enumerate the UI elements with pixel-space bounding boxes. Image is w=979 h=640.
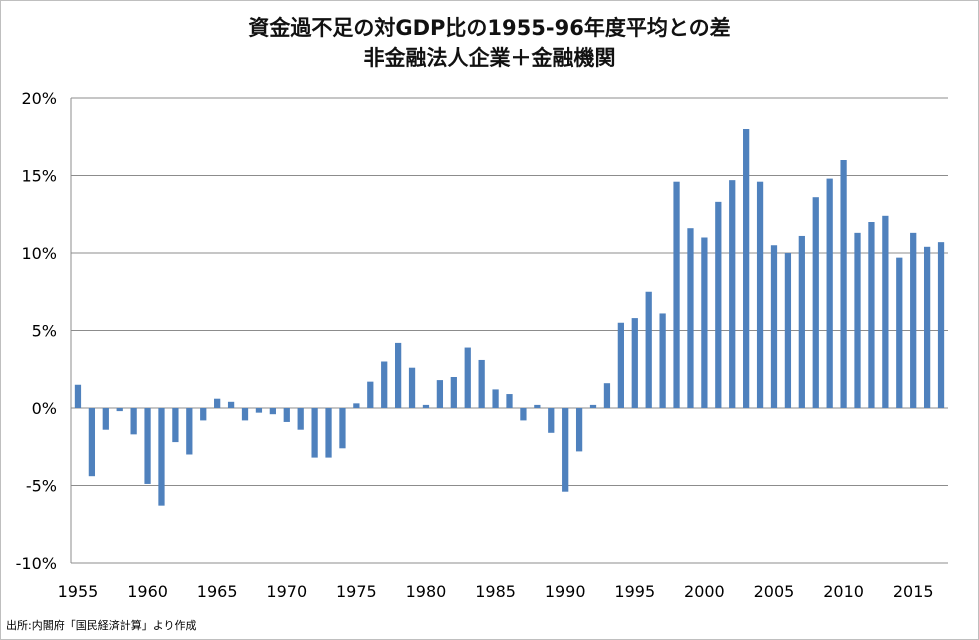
bar-1956 xyxy=(88,408,96,477)
bar-2010 xyxy=(840,160,847,408)
y-tick-label: 20% xyxy=(21,89,57,108)
bar-1996 xyxy=(645,291,652,408)
bars xyxy=(74,129,945,506)
bar-1957 xyxy=(102,408,109,430)
bar-1970 xyxy=(283,408,290,422)
bar-2016 xyxy=(923,246,931,408)
bar-2011 xyxy=(854,232,861,408)
bar-1981 xyxy=(436,380,444,408)
bar-2014 xyxy=(896,257,903,408)
bar-2002 xyxy=(729,180,736,408)
y-tick-label: 10% xyxy=(21,244,57,263)
y-tick-label: 0% xyxy=(32,399,57,418)
bar-1991 xyxy=(575,408,583,452)
bar-2004 xyxy=(756,181,764,408)
bar-1975 xyxy=(353,403,360,408)
bar-1998 xyxy=(673,181,680,408)
bar-1955 xyxy=(74,384,82,408)
bar-1987 xyxy=(520,408,527,421)
chart-subtitle: 非金融法人企業＋金融機関 xyxy=(363,46,616,70)
x-axis-ticks: 1955 1960 1965 1970 1975 1980 1985 1990 1995 2000… xyxy=(58,582,934,601)
bar-1989 xyxy=(548,408,555,433)
y-tick-label: -5% xyxy=(26,477,57,496)
bar-2007 xyxy=(798,235,805,408)
x-tick-label: 1975 xyxy=(336,582,377,601)
bar-1963 xyxy=(186,408,193,455)
y-tick-label: 15% xyxy=(21,167,57,186)
x-tick-label: 1970 xyxy=(266,582,307,601)
bar-1960 xyxy=(144,408,151,484)
x-tick-label: 2000 xyxy=(684,582,725,601)
bar-1995 xyxy=(631,318,638,408)
bar-1997 xyxy=(659,313,666,408)
bar-1958 xyxy=(116,408,123,412)
y-tick-label: 5% xyxy=(32,322,57,341)
bar-1976 xyxy=(367,381,374,408)
bar-2012 xyxy=(868,222,875,408)
bar-1978 xyxy=(395,342,402,408)
bar-2017 xyxy=(937,242,945,408)
bar-1971 xyxy=(297,408,304,430)
x-tick-label: 1985 xyxy=(475,582,516,601)
bar-1972 xyxy=(311,408,318,458)
bar-1985 xyxy=(492,389,499,408)
bar-1983 xyxy=(464,347,471,408)
x-tick-label: 1955 xyxy=(58,582,99,601)
bar-2001 xyxy=(715,201,722,408)
bar-2005 xyxy=(770,245,778,408)
bar-1968 xyxy=(255,408,263,413)
bar-1962 xyxy=(172,408,179,443)
bar-1961 xyxy=(158,408,165,506)
bar-1959 xyxy=(130,408,137,435)
x-tick-label: 2005 xyxy=(754,582,795,601)
x-tick-label: 1960 xyxy=(127,582,168,601)
bar-1964 xyxy=(200,408,207,421)
bar-2015 xyxy=(910,232,917,408)
source-note: 出所:内閣府「国民経済計算」より作成 xyxy=(6,619,197,632)
x-tick-label: 2015 xyxy=(893,582,934,601)
x-tick-label: 1990 xyxy=(545,582,586,601)
bar-2009 xyxy=(826,178,833,408)
bar-1969 xyxy=(269,408,276,415)
bar-1984 xyxy=(478,359,485,408)
bar-1967 xyxy=(241,408,249,421)
y-axis-ticks: 20% 15% 10% 5% 0% -5% -10% xyxy=(16,89,57,573)
bar-1966 xyxy=(227,401,235,408)
bar-1986 xyxy=(506,394,513,408)
bar-1982 xyxy=(450,377,457,408)
bar-1974 xyxy=(339,408,346,449)
y-tick-label: -10% xyxy=(16,554,57,573)
x-tick-label: 2010 xyxy=(823,582,864,601)
bar-1980 xyxy=(422,404,430,408)
x-tick-label: 1965 xyxy=(197,582,238,601)
bar-1992 xyxy=(589,404,597,408)
bar-1965 xyxy=(214,398,221,408)
bar-1977 xyxy=(381,361,388,408)
bar-1994 xyxy=(617,322,624,408)
bar-2013 xyxy=(882,215,889,408)
bar-1990 xyxy=(562,408,569,492)
bar-2006 xyxy=(784,253,792,408)
bar-2003 xyxy=(743,129,750,408)
bar-1999 xyxy=(687,228,694,408)
x-tick-label: 1995 xyxy=(614,582,655,601)
chart-title: 資金過不足の対GDP比の1955-96年度平均との差 xyxy=(248,16,731,40)
x-tick-label: 1980 xyxy=(406,582,447,601)
bar-1988 xyxy=(534,404,541,408)
bar-2008 xyxy=(812,197,819,408)
bar-2000 xyxy=(701,237,708,408)
bar-1973 xyxy=(325,408,332,458)
bar-1993 xyxy=(603,383,611,408)
bar-1979 xyxy=(408,367,416,408)
